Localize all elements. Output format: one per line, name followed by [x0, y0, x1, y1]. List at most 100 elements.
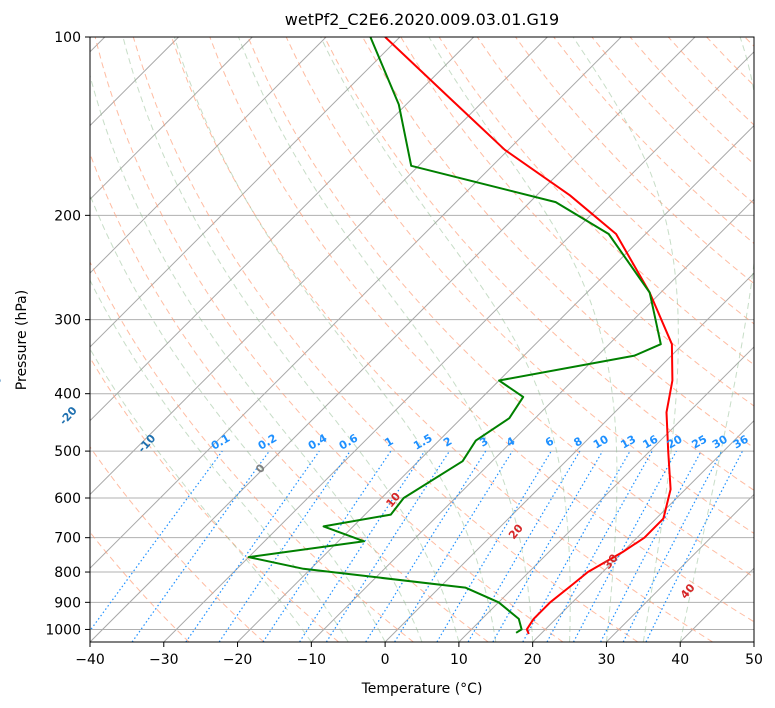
dry-adiabat-line [132, 37, 639, 642]
isotherm-line [310, 198, 754, 642]
mixing-ratio-label: 1.5 [411, 432, 434, 453]
moist-adiabat-line [572, 37, 679, 642]
isotherm-line [90, 37, 622, 569]
dry-adiabat-line [515, 37, 754, 285]
dry-adiabat-line [629, 37, 754, 165]
x-tick-label: −40 [75, 652, 105, 668]
mixing-ratio-line [325, 450, 450, 642]
moist-adiabat-line [320, 37, 571, 642]
mixing-ratio-label: 8 [572, 435, 585, 450]
moist-adiabat-label: 40 [678, 581, 698, 601]
mixing-ratio-line [299, 450, 426, 642]
isotherm-line [532, 419, 754, 642]
dry-adiabat-line [90, 446, 265, 642]
moist-adiabat-line [173, 37, 497, 642]
dry-adiabat-line [90, 152, 489, 642]
x-tick-label: −30 [149, 652, 179, 668]
y-tick-label: 100 [54, 30, 81, 46]
dry-adiabat-line [667, 37, 754, 126]
dewpoint-profile-line [247, 37, 662, 634]
mixing-ratio-line [546, 450, 653, 642]
isotherm-line [753, 641, 754, 642]
dry-adiabat-label: -20 [57, 404, 80, 428]
moist-adiabat-line [679, 37, 754, 642]
mixing-ratio-line [394, 450, 513, 642]
isotherm-line [90, 37, 696, 642]
mixing-ratio-line [467, 450, 581, 642]
y-tick-label: 200 [54, 208, 81, 224]
mixing-ratio-line [436, 450, 552, 642]
mixing-ratio-line [218, 450, 351, 642]
x-tick-label: 40 [671, 652, 689, 668]
dry-adiabat-line [247, 37, 754, 578]
dry-adiabat-line [476, 37, 754, 325]
mixing-ratio-line [365, 450, 487, 642]
isotherm-line [606, 493, 754, 642]
x-tick-label: 20 [524, 652, 542, 668]
isotherm-line [90, 37, 401, 348]
mixing-ratio-label: 30 [710, 432, 730, 451]
mixing-ratio-line [131, 450, 270, 642]
mixing-ratio-line [185, 450, 320, 642]
moist-adiabat-line [90, 193, 386, 642]
moist-adiabat-line [90, 347, 312, 642]
mixing-ratio-label: 0.2 [256, 432, 279, 453]
y-tick-label: 800 [54, 565, 81, 581]
mixing-ratio-label: 0.1 [209, 432, 232, 453]
y-tick-label: 700 [54, 531, 81, 547]
mixing-ratio-label: 36 [731, 432, 751, 451]
mixing-ratio-line [600, 450, 702, 642]
dry-adiabat-line [744, 37, 754, 47]
y-tick-label: 1000 [45, 622, 81, 638]
y-tick-label: 900 [54, 595, 81, 611]
y-tick-label: 300 [54, 313, 81, 329]
plot-frame [89, 36, 755, 643]
moist-adiabat-line [428, 37, 618, 642]
mixing-ratio-label: 16 [641, 432, 661, 451]
moist-adiabat-line [90, 73, 423, 642]
mixing-ratio-label: 25 [690, 433, 710, 452]
isotherm-line [90, 37, 327, 274]
x-tick-label: −20 [223, 652, 253, 668]
dry-adiabat-line [171, 37, 713, 642]
x-tick-label: 50 [745, 652, 763, 668]
mixing-ratio-line [262, 450, 392, 642]
dry-adiabat-line [209, 37, 754, 623]
mixing-ratio-line [645, 450, 744, 642]
y-axis-label: Pressure (hPa) [14, 290, 30, 390]
mixing-ratio-line [90, 450, 223, 632]
mixing-ratio-label: 0.4 [306, 431, 330, 452]
isotherm-line [90, 37, 475, 422]
mixing-ratio-label: 1 [383, 435, 396, 450]
mixing-ratio-line [522, 450, 631, 642]
dry-adiabat-label: -30 [0, 373, 5, 397]
dry-adiabat-line [90, 356, 339, 642]
isotherm-line [458, 346, 754, 642]
x-tick-label: 30 [598, 652, 616, 668]
moist-adiabat-line [122, 37, 460, 642]
y-tick-label: 500 [54, 444, 81, 460]
temperature-profile-line [384, 37, 674, 635]
x-tick-label: 10 [450, 652, 468, 668]
isotherm-line [90, 37, 253, 201]
dry-adiabat-label: -10 [135, 432, 158, 456]
isotherm-line [237, 124, 754, 642]
mixing-ratio-label: 3 [477, 435, 490, 450]
dry-adiabat-line [553, 37, 754, 245]
moist-adiabat-label: 20 [506, 521, 526, 541]
moist-adiabat-line [238, 37, 534, 642]
isotherm-line [679, 567, 754, 642]
mixing-ratio-label: 10 [591, 432, 611, 451]
dry-adiabat-line [285, 37, 754, 535]
dry-adiabat-line [94, 37, 564, 642]
isotherm-line [384, 272, 754, 642]
dry-adiabat-line [591, 37, 754, 205]
y-tick-label: 400 [54, 387, 81, 403]
chart-title: wetPf2_C2E6.2020.009.03.01.G19 [284, 10, 560, 29]
dry-adiabat-line [323, 37, 754, 491]
mixing-ratio-label: 13 [618, 433, 638, 452]
dry-adiabat-line [90, 260, 414, 642]
x-tick-label: −10 [297, 652, 327, 668]
mixing-ratio-line [572, 450, 677, 642]
isotherm-line [163, 51, 754, 642]
